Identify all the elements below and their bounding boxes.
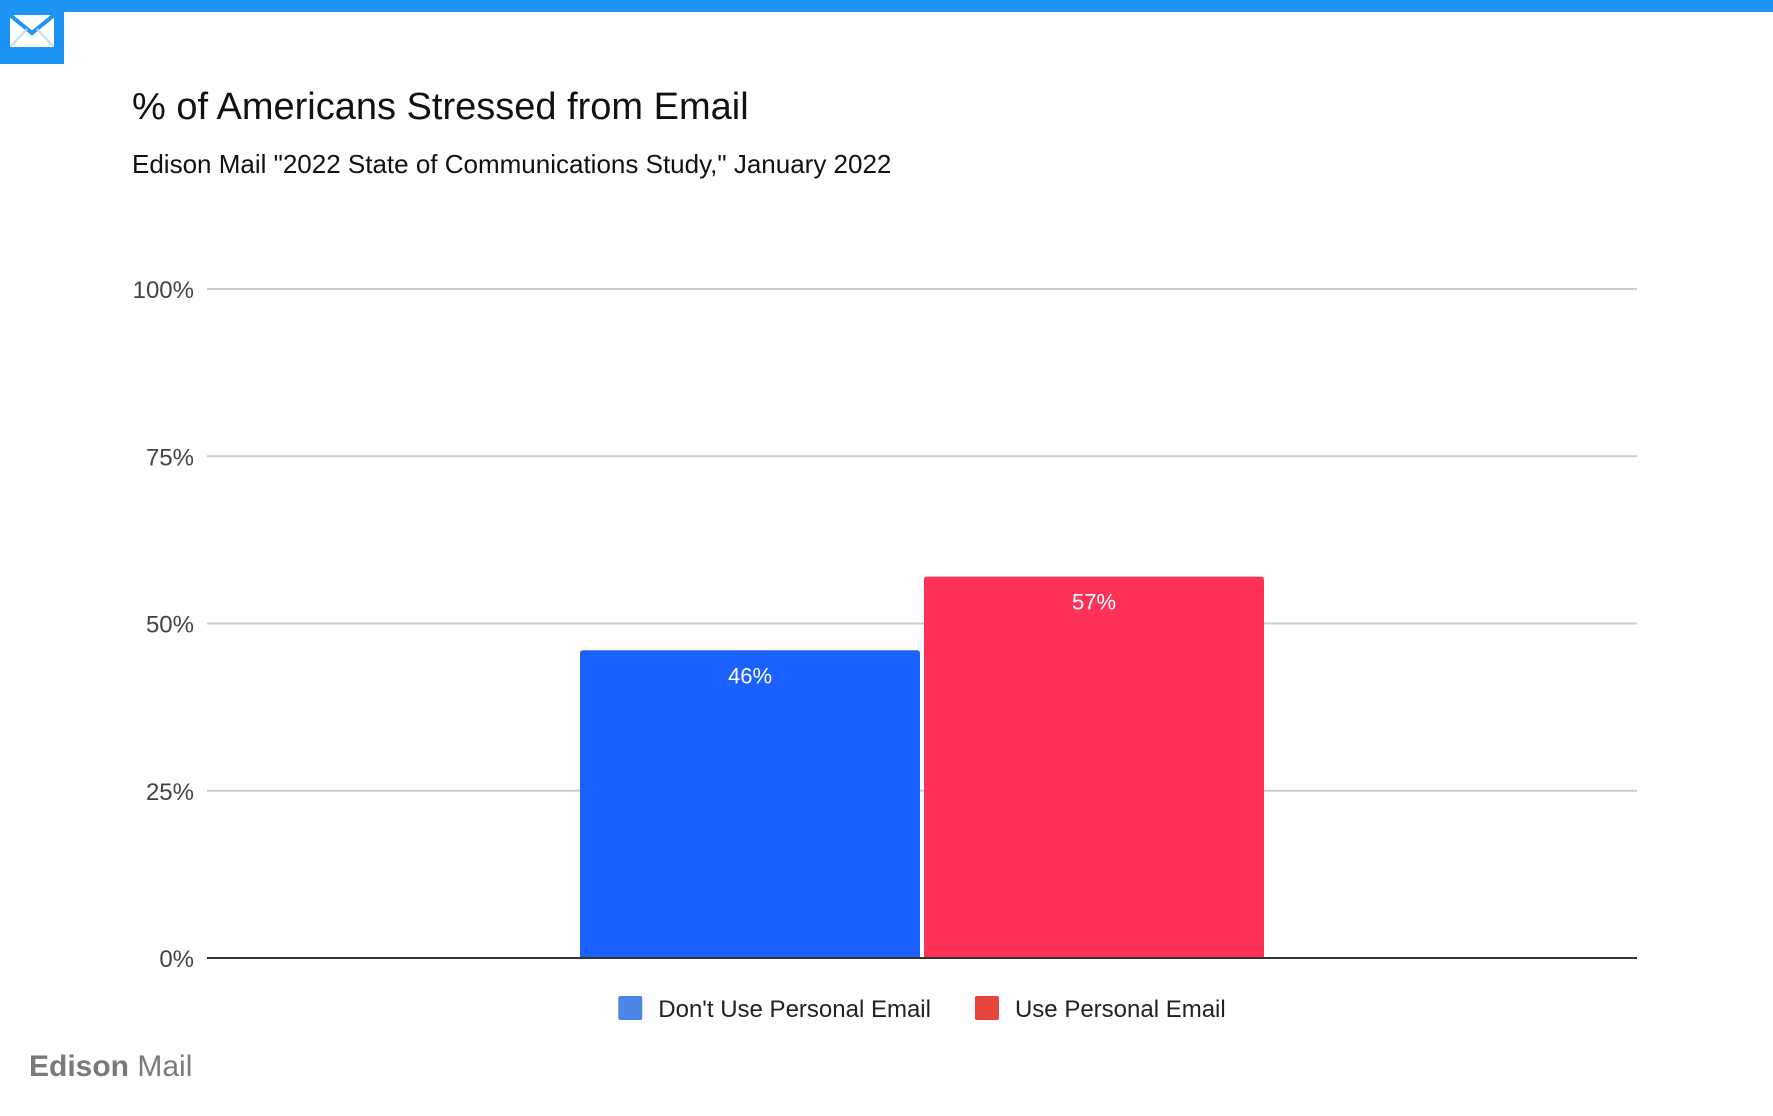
y-tick-label: 25% bbox=[146, 779, 194, 806]
bar bbox=[924, 576, 1264, 958]
chart-subtitle: Edison Mail "2022 State of Communication… bbox=[132, 149, 892, 179]
bar-data-label: 57% bbox=[1072, 590, 1116, 615]
bar bbox=[580, 650, 920, 958]
edison-mail-wordmark: Edison Mail bbox=[29, 1050, 192, 1084]
bar-data-label: 46% bbox=[728, 663, 772, 688]
y-tick-label: 50% bbox=[146, 612, 194, 639]
mail-envelope-icon bbox=[10, 15, 54, 47]
y-tick-label: 75% bbox=[146, 444, 194, 471]
chart-title: % of Americans Stressed from Email bbox=[132, 86, 749, 128]
brand-name-light: Mail bbox=[137, 1050, 193, 1083]
legend-label: Don't Use Personal Email bbox=[658, 996, 931, 1023]
y-tick-label: 100% bbox=[133, 277, 194, 304]
top-accent-bar bbox=[0, 0, 1773, 12]
legend-swatch bbox=[974, 996, 999, 1020]
mail-logo-badge bbox=[0, 0, 64, 64]
legend-label: Use Personal Email bbox=[1015, 996, 1226, 1023]
legend-swatch bbox=[618, 996, 643, 1020]
brand-name-bold: Edison bbox=[29, 1050, 130, 1083]
y-tick-label: 0% bbox=[159, 946, 194, 973]
